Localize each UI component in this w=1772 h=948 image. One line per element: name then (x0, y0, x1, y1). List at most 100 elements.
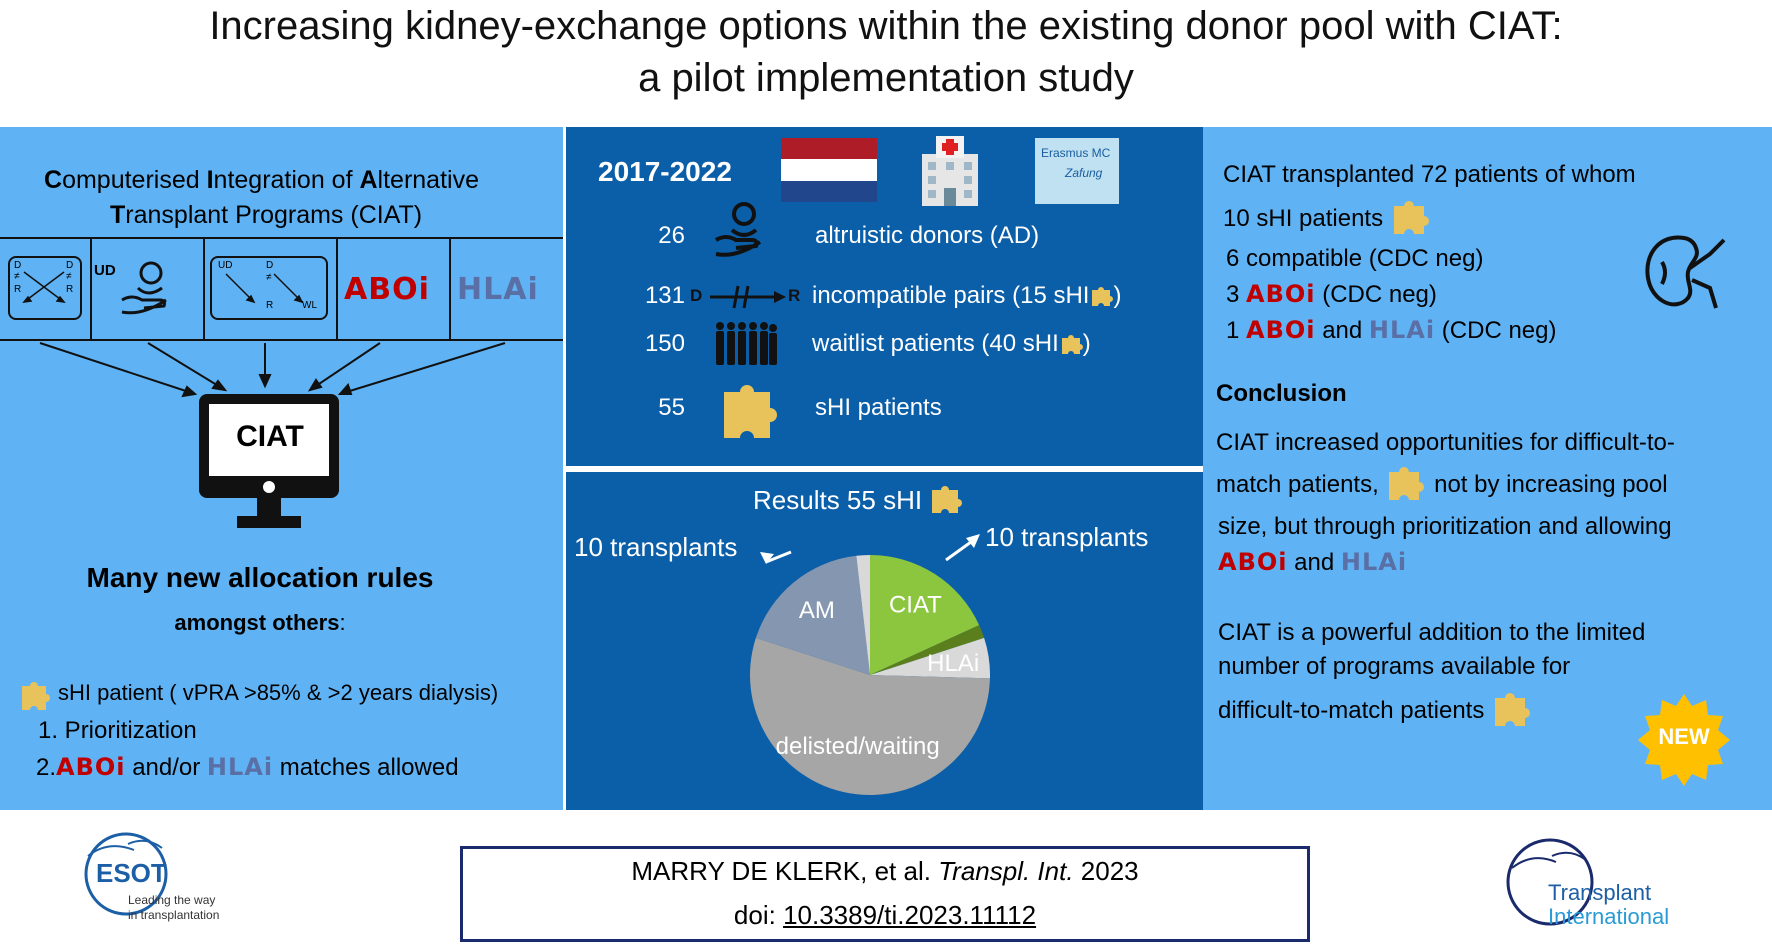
title-line-2: a pilot implementation study (638, 56, 1134, 100)
citation-journal: Transpl. Int. (938, 856, 1074, 886)
abo-label: ABOi (1246, 280, 1316, 308)
recipient-label: R (66, 284, 74, 295)
cdc-neg-text: (CDC neg) (1322, 281, 1437, 308)
esot-logo-text: ESOT (96, 858, 167, 888)
conclusion-text: match patients, (1216, 471, 1379, 498)
connector-text: and (1322, 317, 1363, 344)
study-period: 2017-2022 (598, 156, 732, 187)
ciat-acronym-line-2: Transplant Programs (CIAT) (110, 200, 422, 230)
donor-hand-icon (714, 202, 762, 257)
right-callout-arrow (945, 540, 972, 562)
rules-heading: Many new allocation rules (86, 562, 434, 593)
hospital-icon (922, 136, 978, 206)
conclusion-line-2: match patients, not by increasing pool (1216, 462, 1668, 504)
not-equal-label: ≠ (14, 271, 20, 282)
waitlist-paren: ) (1082, 330, 1091, 357)
erasmus-mc-logo: Erasmus MC Zafung (1035, 138, 1119, 204)
abo-label: ABOi (56, 753, 126, 781)
esot-tagline-2: in transplantation (128, 908, 220, 922)
rule-item-prioritization: 1. Prioritization (38, 717, 197, 744)
connector-text: and (1294, 549, 1335, 576)
abo-hla-count: 1 (1226, 317, 1240, 344)
ciat-transplants-callout: 10 transplants (985, 522, 1149, 552)
donor-label: D (14, 260, 22, 271)
puzzle-piece-icon (1393, 201, 1429, 234)
pie-slice (856, 555, 870, 675)
shi-patient-label: sHI patients (815, 394, 942, 421)
pie-slice-label: delisted/waiting (776, 733, 940, 760)
hla-label: HLAi (206, 753, 274, 781)
donor-label: D (66, 260, 74, 271)
ciat-acronym-line-1: Computerised Integration of Alternative (44, 165, 479, 195)
rules-sub-text: amongst others (174, 610, 340, 635)
computer-monitor-icon (199, 394, 339, 528)
doi-link[interactable]: 10.3389/ti.2023.11112 (783, 900, 1037, 930)
title-line-1: Increasing kidney-exchange options withi… (209, 4, 1563, 48)
am-transplants-callout: 10 transplants (574, 532, 738, 562)
pie-slice (750, 637, 990, 795)
abo-label: ABOi (1246, 316, 1316, 344)
results-title: Results 55 sHI (753, 485, 923, 515)
acronym-text: ntegration of (213, 166, 360, 194)
citation-authors: MARRY DE KLERK, et al. (631, 856, 931, 886)
recipient-label: R (266, 300, 274, 311)
cdc-neg-text: (CDC neg) (1441, 317, 1557, 344)
ciat-transplanted-text: CIAT transplanted 72 patients of whom (1223, 161, 1636, 188)
acronym-letter-a: A (359, 166, 378, 194)
donor-hand-icon (121, 261, 167, 315)
recipient-label: R (14, 284, 22, 295)
pie-slice (870, 637, 990, 679)
waitlist-label: waitlist patients (40 sHI) (812, 330, 1091, 358)
shi-definition: sHI patient ( vPRA >85% & >2 years dialy… (58, 680, 499, 705)
conclusion-text: not by increasing pool (1434, 471, 1668, 498)
pie-slice (870, 555, 980, 675)
acronym-text: ransplant Programs (CIAT) (125, 201, 423, 229)
kidney-icon (1645, 235, 1726, 309)
results-heading: Results 55 sHI (753, 482, 963, 516)
incompatible-pairs-label: incompatible pairs (15 sHI) (812, 282, 1121, 310)
pie-slice (870, 625, 985, 675)
abo-label: ABOi (1218, 548, 1288, 576)
doi-label: doi: (733, 900, 776, 930)
not-equal-label: ≠ (66, 271, 72, 282)
conclusion-line-3: size, but through prioritization and all… (1218, 513, 1672, 540)
pie-slice (755, 555, 870, 675)
ud-label: UD (218, 260, 233, 271)
abo-hla-line: 1 ABOi and HLAi (CDC neg) (1226, 315, 1556, 346)
pie-slice-label: CIAT (889, 591, 942, 618)
cross-exchange-arrows-icon (22, 271, 66, 304)
powerful-addition-line-3: difficult-to-match patients (1218, 688, 1533, 730)
ti-logo-text-2: International (1548, 904, 1670, 929)
puzzle-piece-icon (1092, 287, 1114, 306)
pie-slice-label: AM (799, 597, 835, 624)
citation-year: 2023 (1080, 856, 1139, 886)
rule-ending: matches allowed (279, 754, 459, 781)
rules-subheading: amongst others: (0, 610, 520, 636)
new-badge-icon (1638, 694, 1730, 786)
esot-tagline-1: Leading the way (128, 893, 216, 907)
powerful-addition-line-2: number of programs available for (1218, 653, 1571, 680)
monitor-ciat-label: CIAT (236, 420, 304, 453)
rule-item-abo-hla: 2.ABOi and/or HLAi matches allowed (36, 752, 459, 783)
hla-incompatible-label: HLAi (457, 272, 539, 307)
program-row-lines (0, 237, 563, 398)
domino-chain-program-icon: UD D ≠ R WL (210, 256, 328, 320)
hla-label: HLAi (1340, 548, 1408, 576)
acronym-letter-c: C (44, 166, 63, 194)
left-callout-arrow (765, 550, 792, 564)
esot-logo-icon (84, 832, 168, 916)
transplant-international-logo-icon (1506, 838, 1594, 926)
right-panel (1203, 127, 1772, 810)
puzzle-piece-icon (22, 682, 50, 710)
incompatible-pairs-count: 131 (644, 282, 685, 309)
erasmus-mc-logo-text: Erasmus MC (1041, 146, 1111, 160)
abo-line: 3 ABOi (CDC neg) (1226, 279, 1437, 310)
pie-slice-label: HLAi (927, 650, 979, 677)
puzzle-piece-icon (1061, 335, 1083, 354)
pair-recipient-label: R (788, 286, 801, 305)
acronym-letter-t: T (110, 201, 126, 229)
abo-incompatible-label: ABOi (344, 272, 430, 307)
shi-patients-text: 10 sHI patients (1223, 205, 1384, 232)
conclusion-line-1: CIAT increased opportunities for difficu… (1216, 429, 1675, 456)
paired-exchange-program-icon: D ≠ R D ≠ R (8, 256, 82, 320)
